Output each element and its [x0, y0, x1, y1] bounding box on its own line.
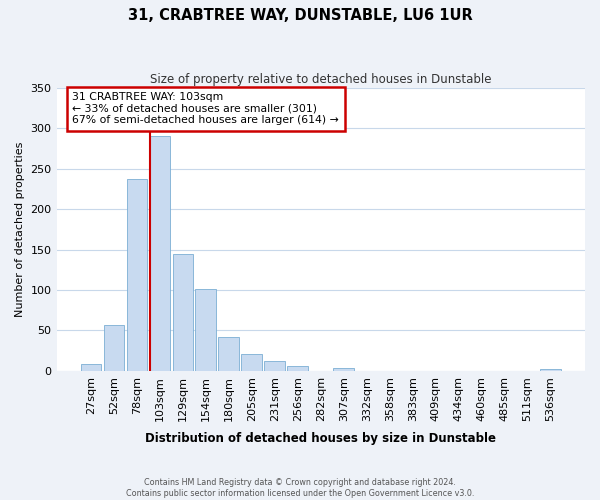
Bar: [149, 136, 170, 371]
Title: Size of property relative to detached houses in Dunstable: Size of property relative to detached ho…: [150, 72, 491, 86]
Text: 31, CRABTREE WAY, DUNSTABLE, LU6 1UR: 31, CRABTREE WAY, DUNSTABLE, LU6 1UR: [128, 8, 472, 22]
Bar: [540, 370, 561, 371]
Bar: [334, 368, 354, 371]
Text: Contains HM Land Registry data © Crown copyright and database right 2024.
Contai: Contains HM Land Registry data © Crown c…: [126, 478, 474, 498]
Bar: [127, 178, 147, 371]
Y-axis label: Number of detached properties: Number of detached properties: [15, 142, 25, 317]
Bar: [196, 290, 216, 371]
Bar: [287, 366, 308, 371]
Bar: [173, 254, 193, 371]
Bar: [241, 354, 262, 371]
Text: 31 CRABTREE WAY: 103sqm
← 33% of detached houses are smaller (301)
67% of semi-d: 31 CRABTREE WAY: 103sqm ← 33% of detache…: [73, 92, 339, 126]
Bar: [104, 325, 124, 371]
Bar: [218, 337, 239, 371]
Bar: [265, 361, 285, 371]
Bar: [80, 364, 101, 371]
X-axis label: Distribution of detached houses by size in Dunstable: Distribution of detached houses by size …: [145, 432, 496, 445]
